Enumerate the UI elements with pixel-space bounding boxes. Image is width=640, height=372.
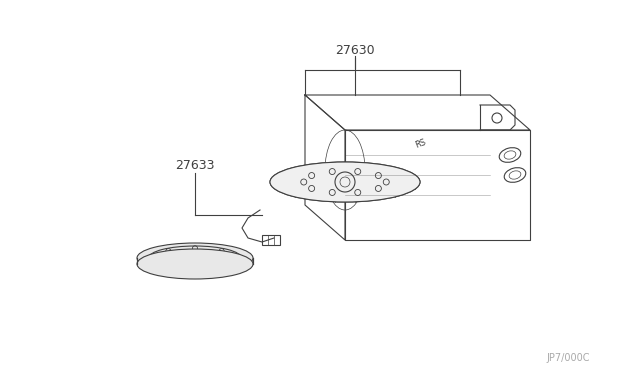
Ellipse shape [137, 243, 253, 273]
Text: 27630: 27630 [335, 44, 375, 57]
Ellipse shape [499, 148, 521, 162]
Text: RS: RS [413, 138, 427, 150]
Ellipse shape [137, 249, 253, 279]
Ellipse shape [504, 168, 526, 182]
FancyBboxPatch shape [262, 235, 280, 245]
Text: 27633: 27633 [175, 158, 215, 171]
Ellipse shape [270, 162, 420, 202]
Text: JP7/000C: JP7/000C [547, 353, 590, 363]
